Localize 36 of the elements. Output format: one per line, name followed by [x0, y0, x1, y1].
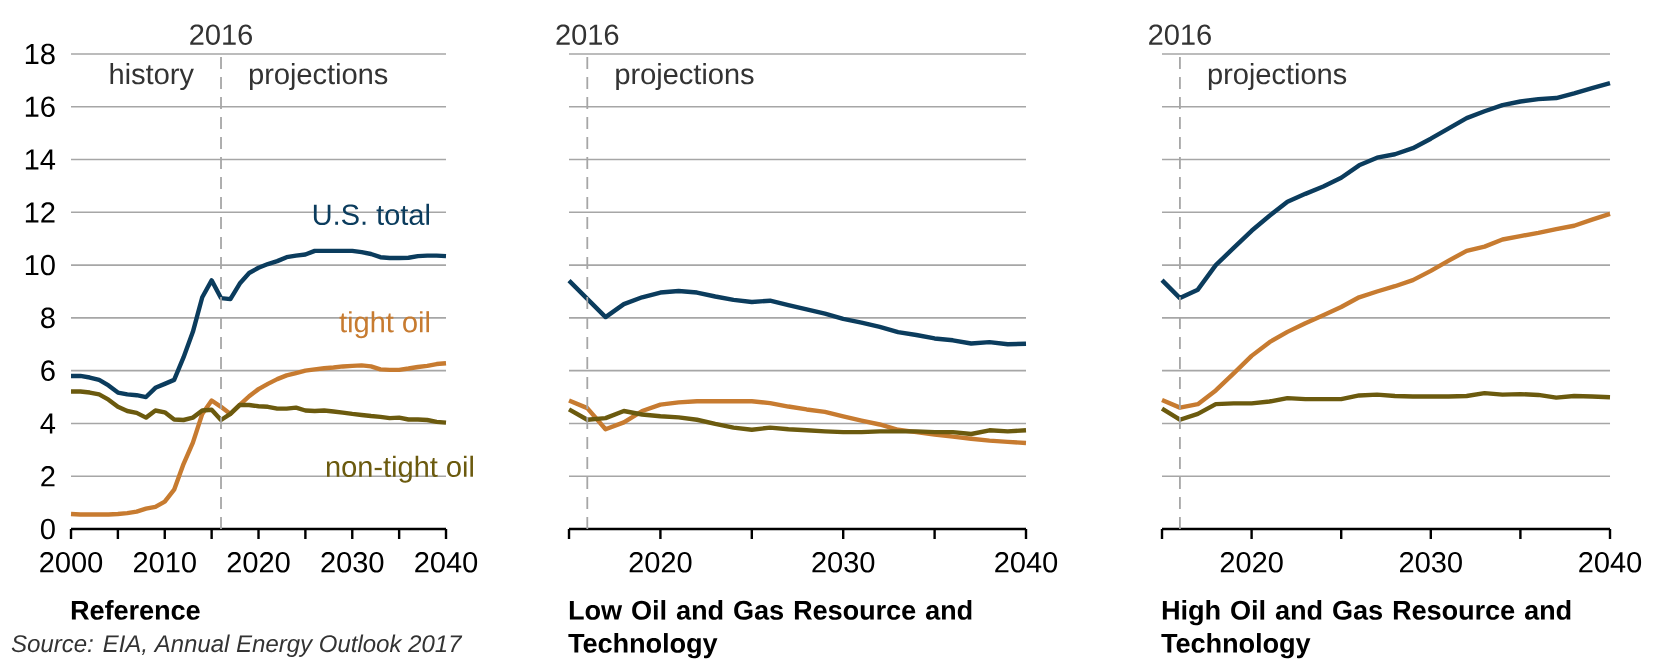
ref-line-label: 2016	[1149, 24, 1211, 45]
ref-line-label: 2016	[190, 24, 252, 45]
x-tick-label: 2020	[629, 552, 692, 573]
x-tick-label: 2030	[321, 552, 384, 573]
annotation: projections	[249, 63, 388, 91]
series-label: non-tight oil	[326, 455, 473, 483]
x-tick-label: 2030	[812, 552, 875, 573]
x-tick-label: 2040	[415, 552, 478, 573]
x-tick-label: 2020	[1220, 552, 1283, 573]
annotation: projections	[1208, 63, 1347, 91]
y-tick-label: 8	[41, 307, 55, 329]
y-tick-label: 2	[41, 466, 55, 487]
y-tick-label: 18	[25, 43, 55, 65]
x-tick-label: 2040	[995, 552, 1058, 573]
x-tick-label: 2000	[40, 552, 103, 573]
series-label: U.S. total	[313, 203, 429, 226]
series-label: tight oil	[339, 311, 429, 339]
x-tick-label: 2010	[133, 552, 196, 573]
annotation: history	[110, 63, 194, 91]
source-note: Source: EIA, Annual Energy Outlook 2017	[11, 634, 463, 657]
y-tick-label: 0	[40, 518, 55, 540]
x-tick-label: 2030	[1400, 552, 1462, 573]
annotation: projections	[616, 63, 754, 91]
y-tick-label: 12	[25, 202, 55, 223]
x-tick-label: 2020	[227, 552, 290, 573]
y-tick-label: 6	[41, 360, 55, 381]
x-axis-title: Reference	[71, 600, 200, 620]
y-tick-label: 14	[25, 149, 56, 170]
ref-line-label: 2016	[556, 24, 619, 45]
x-tick-label: 2040	[1579, 552, 1642, 573]
x-axis-title: Low Oil and Gas Resource and Technology	[568, 600, 972, 659]
line-series	[68, 389, 449, 425]
y-tick-label: 16	[25, 96, 55, 118]
y-tick-label: 4	[40, 413, 56, 434]
y-tick-label: 10	[25, 254, 55, 276]
x-axis-title: High Oil and Gas Resource and Technology	[1161, 600, 1571, 659]
